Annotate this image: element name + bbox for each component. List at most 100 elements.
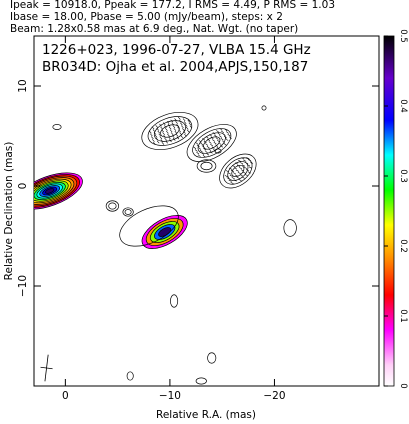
evpa-tick <box>224 175 228 178</box>
evpa-tick <box>171 135 175 138</box>
evpa-tick <box>201 145 205 148</box>
noise-contour <box>34 254 35 258</box>
evpa-tick <box>159 123 162 127</box>
contour-level <box>141 112 199 150</box>
plot-area: 0 −10 −20 10 0 −10 1226+023, 1996-07-27, VLBA… <box>17 35 380 402</box>
noise-contour <box>21 263 29 268</box>
evpa-tick <box>173 128 177 131</box>
polarization-vectors <box>148 116 193 145</box>
evpa-tick <box>229 174 233 177</box>
evpa-tick <box>168 126 172 130</box>
evpa-tick <box>215 137 219 140</box>
evpa-tick <box>174 130 178 134</box>
evpa-tick <box>237 164 241 167</box>
evpa-tick <box>182 118 186 122</box>
evpa-tick <box>198 147 202 150</box>
evpa-tick <box>185 126 189 130</box>
evpa-tick <box>233 179 237 182</box>
evpa-tick <box>238 159 242 162</box>
chart-title: 1226+023, 1996-07-27, VLBA 15.4 GHz <box>42 42 311 58</box>
evpa-tick <box>156 140 160 144</box>
evpa-tick <box>178 116 181 120</box>
evpa-tick <box>235 162 239 165</box>
evpa-tick <box>152 129 156 133</box>
evpa-tick <box>238 179 242 182</box>
evpa-tick <box>184 133 187 137</box>
evpa-tick <box>220 145 223 148</box>
evpa-tick <box>187 119 191 123</box>
evpa-tick <box>215 144 219 147</box>
jet-component-inner-knot <box>105 200 120 212</box>
evpa-tick <box>165 128 168 131</box>
evpa-tick <box>151 136 154 140</box>
evpa-tick <box>168 136 171 140</box>
contour-level <box>153 120 186 142</box>
evpa-tick <box>218 142 222 145</box>
noise-contour <box>126 371 134 381</box>
evpa-tick <box>196 151 200 155</box>
evpa-tick <box>151 126 155 130</box>
evpa-tick <box>245 161 249 165</box>
contour-level <box>122 207 134 217</box>
evpa-tick <box>205 143 209 146</box>
evpa-tick <box>154 134 158 138</box>
evpa-tick <box>176 136 180 140</box>
evpa-tick <box>179 132 182 136</box>
evpa-tick <box>237 171 241 175</box>
colorbar-tick-label: 0.5 <box>398 29 408 43</box>
evpa-tick <box>224 128 228 132</box>
jet-component-outer-jet-d <box>196 159 217 173</box>
evpa-tick <box>241 157 245 160</box>
evpa-tick <box>167 133 170 137</box>
evpa-tick <box>198 140 202 143</box>
evpa-tick <box>169 129 173 133</box>
jet-component-knot-c <box>141 215 188 249</box>
evpa-tick <box>204 150 208 153</box>
evpa-tick <box>172 125 176 129</box>
noise-contour <box>195 377 207 385</box>
evpa-tick <box>219 135 222 138</box>
evpa-tick <box>155 137 159 141</box>
evpa-tick <box>221 130 224 134</box>
evpa-tick <box>183 130 186 134</box>
evpa-tick <box>209 134 213 137</box>
noise-contour <box>214 148 222 154</box>
evpa-tick <box>165 140 168 144</box>
evpa-tick <box>156 127 160 131</box>
evpa-tick <box>178 129 181 133</box>
evpa-tick <box>220 137 224 141</box>
evpa-tick <box>245 169 249 172</box>
evpa-tick <box>166 121 170 124</box>
evpa-tick <box>162 132 165 136</box>
x-tick-label: 0 <box>62 390 69 402</box>
evpa-tick <box>181 125 184 129</box>
evpa-tick <box>208 141 212 144</box>
contour-level <box>186 124 237 162</box>
plot-frame <box>33 35 380 387</box>
evpa-tick <box>153 132 157 135</box>
evpa-tick <box>217 132 221 136</box>
evpa-tick <box>234 174 238 177</box>
contour-level <box>200 161 213 171</box>
evpa-tick <box>175 121 178 124</box>
evpa-tick <box>207 138 211 142</box>
evpa-tick <box>160 139 164 143</box>
chart-subtitle: BR034D: Ojha et al. 2004,APJS,150,187 <box>42 59 308 75</box>
x-axis-label: Relative R.A. (mas) <box>156 409 256 421</box>
evpa-tick <box>203 140 207 144</box>
evpa-tick <box>228 136 232 139</box>
polarization-vectors <box>193 128 232 158</box>
evpa-tick <box>164 125 167 129</box>
evpa-tick <box>247 171 251 174</box>
evpa-tick <box>246 157 250 160</box>
evpa-tick <box>206 153 210 156</box>
evpa-tick <box>214 134 217 138</box>
evpa-tick <box>163 135 166 138</box>
evpa-tick <box>164 137 167 141</box>
evpa-tick <box>227 172 231 175</box>
noise-contour <box>261 105 267 111</box>
jet-component-core-jet <box>34 172 83 210</box>
evpa-tick <box>210 136 214 140</box>
evpa-tick <box>241 176 245 179</box>
